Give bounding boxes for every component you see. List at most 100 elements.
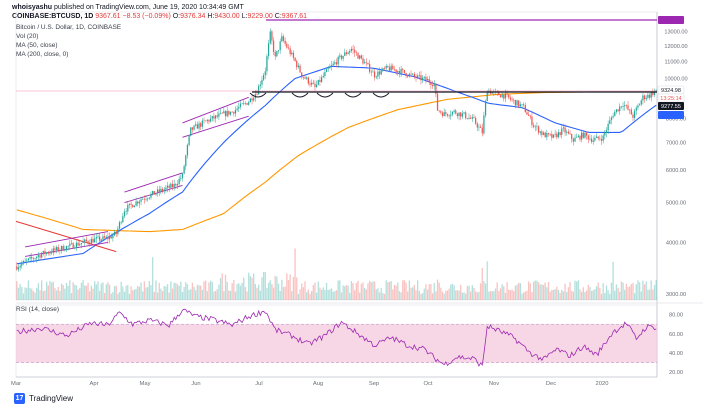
volume-bar bbox=[186, 284, 189, 300]
candle-body bbox=[253, 98, 255, 101]
publisher-name[interactable]: whoisyashu bbox=[12, 4, 53, 11]
candle-body bbox=[69, 243, 71, 246]
volume-bar bbox=[590, 290, 593, 300]
volume-bar bbox=[460, 284, 462, 300]
candle-body bbox=[392, 65, 394, 70]
volume-bar bbox=[297, 293, 300, 300]
volume-bar bbox=[302, 287, 305, 300]
candle-body bbox=[536, 126, 538, 127]
indicator-ma200[interactable]: MA (200, close, 0) bbox=[16, 51, 69, 58]
candle-body bbox=[191, 127, 194, 130]
volume-bar bbox=[438, 282, 440, 300]
candle-body bbox=[339, 55, 341, 57]
brand-name[interactable]: TradingView bbox=[29, 394, 74, 403]
candle-body bbox=[180, 178, 182, 179]
volume-bar bbox=[203, 281, 205, 300]
candle-body bbox=[226, 110, 228, 117]
volume-bar bbox=[36, 287, 38, 300]
candle-body bbox=[233, 111, 235, 114]
candle-body bbox=[652, 92, 654, 95]
candle-body bbox=[214, 115, 217, 119]
volume-bar bbox=[190, 289, 192, 300]
volume-bar bbox=[69, 280, 71, 300]
volume-bar bbox=[620, 281, 623, 300]
indicator-ma50[interactable]: MA (50, close) bbox=[16, 42, 58, 49]
rsi-tick-label: 40.00 bbox=[669, 351, 683, 357]
candle-body bbox=[541, 131, 543, 135]
volume-bar bbox=[325, 282, 328, 300]
price-tick-label: 11000.00 bbox=[665, 59, 688, 65]
volume-bar bbox=[420, 293, 422, 300]
volume-bar bbox=[426, 289, 429, 300]
candle-body bbox=[572, 138, 574, 142]
volume-bar bbox=[253, 273, 255, 300]
volume-bar bbox=[635, 284, 637, 300]
volume-bar bbox=[102, 282, 104, 300]
volume-bar bbox=[256, 287, 258, 300]
time-tick-label: Aug bbox=[313, 381, 323, 387]
candle-body bbox=[450, 114, 452, 116]
candle-body bbox=[65, 246, 68, 251]
indicator-rsi[interactable]: RSI (14, close) bbox=[16, 306, 59, 313]
candle-body bbox=[519, 104, 521, 107]
candle-body bbox=[634, 110, 636, 118]
volume-bar bbox=[281, 279, 283, 300]
volume-bar bbox=[433, 283, 435, 300]
volume-bar bbox=[642, 280, 644, 300]
candle-body bbox=[407, 76, 409, 77]
volume-bar bbox=[489, 291, 492, 300]
volume-bar bbox=[231, 283, 233, 300]
candle-body bbox=[465, 112, 467, 119]
time-tick-label: Dec bbox=[546, 381, 556, 387]
candle-body bbox=[585, 132, 588, 136]
candle-body bbox=[390, 65, 392, 71]
symbol-label: COINBASE:BTCUSD, 1D bbox=[12, 13, 94, 20]
candle-body bbox=[97, 236, 99, 238]
volume-bar bbox=[496, 282, 498, 300]
candle-body bbox=[238, 106, 240, 109]
candle-body bbox=[267, 43, 270, 57]
volume-bar bbox=[64, 288, 66, 300]
candle-body bbox=[329, 66, 331, 69]
candle-body bbox=[108, 236, 111, 240]
price-change: −8.53 (−0.09%) bbox=[122, 13, 171, 20]
volume-bar bbox=[98, 290, 101, 300]
volume-bar bbox=[478, 291, 480, 300]
volume-bar bbox=[292, 276, 295, 300]
candle-body bbox=[140, 199, 142, 202]
volume-bar bbox=[377, 288, 379, 300]
volume-bar bbox=[580, 291, 583, 300]
indicator-vol[interactable]: Vol (20) bbox=[16, 33, 39, 40]
channel-line-upper bbox=[124, 172, 183, 193]
candle-body bbox=[385, 65, 387, 69]
volume-bar bbox=[571, 290, 573, 300]
volume-bar bbox=[79, 288, 81, 300]
volume-bar bbox=[501, 284, 503, 300]
close-value: 9367.61 bbox=[281, 13, 308, 20]
volume-bar bbox=[42, 291, 44, 300]
candle-body bbox=[26, 260, 28, 261]
candle-body bbox=[200, 123, 202, 127]
volume-bar bbox=[448, 288, 450, 300]
candle-body bbox=[526, 112, 528, 115]
volume-bar bbox=[521, 293, 523, 300]
candle-body bbox=[456, 113, 459, 117]
candle-body bbox=[579, 135, 581, 140]
volume-bar bbox=[19, 283, 21, 300]
volume-bar bbox=[45, 281, 48, 300]
candle-body bbox=[342, 55, 344, 59]
candle-body bbox=[373, 71, 376, 78]
volume-bar bbox=[607, 290, 609, 300]
candle-body bbox=[332, 63, 334, 66]
volume-bar bbox=[446, 290, 449, 300]
volume-bar bbox=[171, 288, 174, 300]
volume-bar bbox=[640, 291, 642, 300]
rsi-tick-label: 20.00 bbox=[669, 370, 683, 376]
volume-bar bbox=[614, 290, 616, 300]
volume-bar bbox=[54, 288, 56, 300]
candle-body bbox=[531, 116, 533, 126]
indicator-title: Bitcoin / U.S. Dollar, 1D, COINBASE bbox=[16, 24, 122, 31]
volume-bar bbox=[403, 280, 406, 300]
volume-bar bbox=[113, 286, 116, 300]
